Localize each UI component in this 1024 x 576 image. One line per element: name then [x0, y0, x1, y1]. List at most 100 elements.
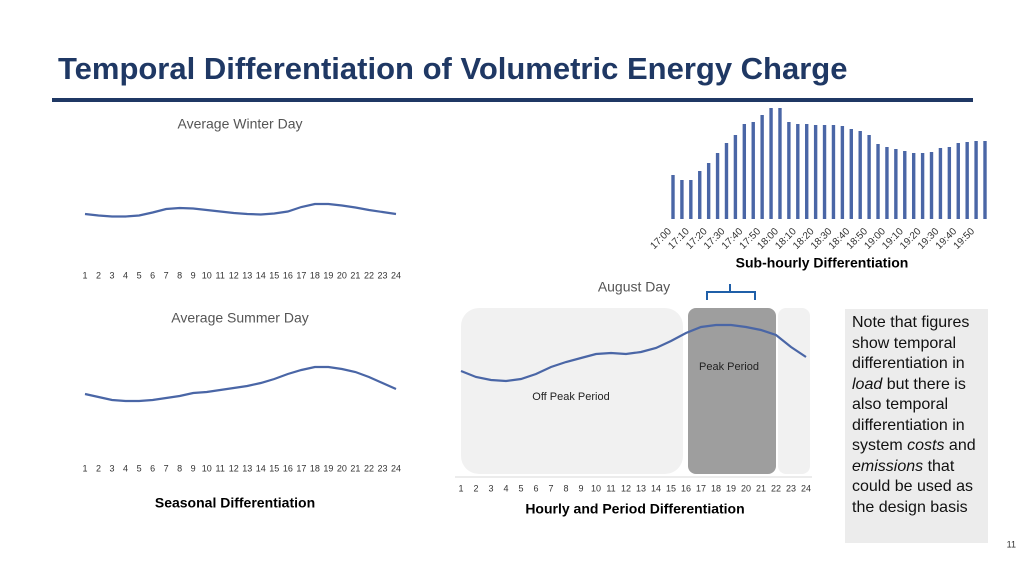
- bar: [867, 135, 871, 219]
- x-tick-label: 9: [578, 483, 583, 493]
- x-tick-label: 22: [364, 270, 374, 280]
- x-tick-label: 22: [771, 483, 781, 493]
- caption: Hourly and Period Differentiation: [525, 501, 744, 517]
- x-tick-label: 5: [137, 270, 142, 280]
- bar: [947, 147, 952, 219]
- x-tick-label: 2: [96, 270, 101, 280]
- off-peak-band: [778, 308, 810, 474]
- x-tick-label: 4: [123, 463, 128, 473]
- x-tick-label: 14: [651, 483, 661, 493]
- bar: [840, 126, 845, 219]
- x-tick-label: 17: [696, 483, 706, 493]
- x-tick-label: 13: [242, 270, 252, 280]
- bar: [858, 131, 862, 219]
- x-tick-label: 18: [310, 270, 320, 280]
- x-tick-label: 11: [606, 483, 615, 493]
- x-tick-label: 13: [636, 483, 646, 493]
- note: Note that figures show temporal differen…: [845, 309, 988, 543]
- x-tick-label: 24: [391, 270, 401, 280]
- x-tick-label: 18: [310, 463, 320, 473]
- bar: [760, 115, 764, 219]
- note-text: costs: [907, 437, 945, 454]
- bar: [769, 108, 773, 219]
- x-tick-label: 15: [666, 483, 676, 493]
- bar: [911, 153, 916, 219]
- caption: Sub-hourly Differentiation: [736, 255, 909, 271]
- x-tick-label: 7: [164, 270, 169, 280]
- chart-title: August Day: [598, 279, 670, 295]
- x-tick-label: 20: [337, 463, 347, 473]
- x-tick-label: 18: [711, 483, 721, 493]
- x-tick-label: 19: [323, 463, 333, 473]
- chart-title: Average Summer Day: [171, 310, 308, 326]
- x-tick-label: 16: [283, 270, 293, 280]
- line: [84, 202, 397, 218]
- x-tick-label: 13: [242, 463, 252, 473]
- bar: [894, 149, 898, 219]
- bar: [983, 141, 987, 219]
- x-tick-label: 23: [377, 270, 387, 280]
- x-tick-label: 21: [756, 483, 766, 493]
- x-tick-label: 23: [377, 463, 387, 473]
- x-tick-label: 21: [350, 270, 360, 280]
- bar: [885, 147, 889, 219]
- annotation: Peak Period: [699, 361, 759, 373]
- x-tick-label: 3: [488, 483, 493, 493]
- x-tick-label: 4: [503, 483, 508, 493]
- bar: [956, 143, 960, 219]
- x-tick-label: 1: [82, 270, 87, 280]
- x-tick-label: 9: [191, 270, 196, 280]
- x-tick-label: 10: [202, 270, 212, 280]
- x-tick-label: 8: [177, 270, 182, 280]
- annotation: Off Peak Period: [532, 391, 609, 403]
- x-tick-label: 1: [458, 483, 463, 493]
- bar: [974, 141, 978, 219]
- off-peak-band: [461, 308, 683, 474]
- bar: [796, 124, 800, 219]
- x-tick-label: 8: [177, 463, 182, 473]
- x-tick-label: 5: [137, 463, 142, 473]
- x-tick-label: 2: [96, 463, 101, 473]
- x-tick-label: 14: [256, 270, 266, 280]
- bar: [724, 143, 729, 219]
- x-tick-label: 12: [229, 270, 239, 280]
- caption: Seasonal Differentiation: [155, 495, 315, 511]
- x-tick-label: 12: [229, 463, 239, 473]
- line: [460, 323, 807, 383]
- note-text: but there is also temporal differentiati…: [852, 375, 966, 455]
- x-tick-label: 15: [269, 270, 279, 280]
- peak-bracket: [706, 284, 756, 300]
- x-tick-label: 17: [296, 463, 306, 473]
- x-tick-label: 17: [296, 270, 306, 280]
- note-text: that could be used as the design basis: [852, 457, 973, 516]
- bar: [822, 125, 827, 219]
- x-tick-label: 10: [202, 463, 212, 473]
- note-text: load: [852, 375, 883, 393]
- x-tick-label: 6: [533, 483, 538, 493]
- x-tick-label: 19: [726, 483, 736, 493]
- x-tick-label: 6: [150, 463, 155, 473]
- x-tick-label: 11: [216, 270, 225, 280]
- x-tick-label: 2: [473, 483, 478, 493]
- bar: [698, 171, 702, 219]
- x-tick-label: 24: [801, 483, 811, 493]
- chart-title: Average Winter Day: [177, 116, 302, 132]
- bar: [787, 122, 791, 219]
- bar: [813, 125, 818, 219]
- x-tick-label: 16: [283, 463, 293, 473]
- note-text: and: [944, 437, 976, 454]
- x-tick-label: 14: [256, 463, 266, 473]
- bar: [876, 144, 880, 219]
- bar: [903, 151, 907, 219]
- slide-title: Temporal Differentiation of Volumetric E…: [58, 51, 847, 86]
- x-tick-label: 7: [548, 483, 553, 493]
- x-tick-label: 6: [150, 270, 155, 280]
- bar: [778, 108, 782, 219]
- bar: [805, 124, 809, 219]
- bar: [831, 125, 836, 219]
- bar: [680, 180, 684, 219]
- x-tick-label: 19:50: [952, 226, 978, 252]
- bar: [849, 129, 853, 219]
